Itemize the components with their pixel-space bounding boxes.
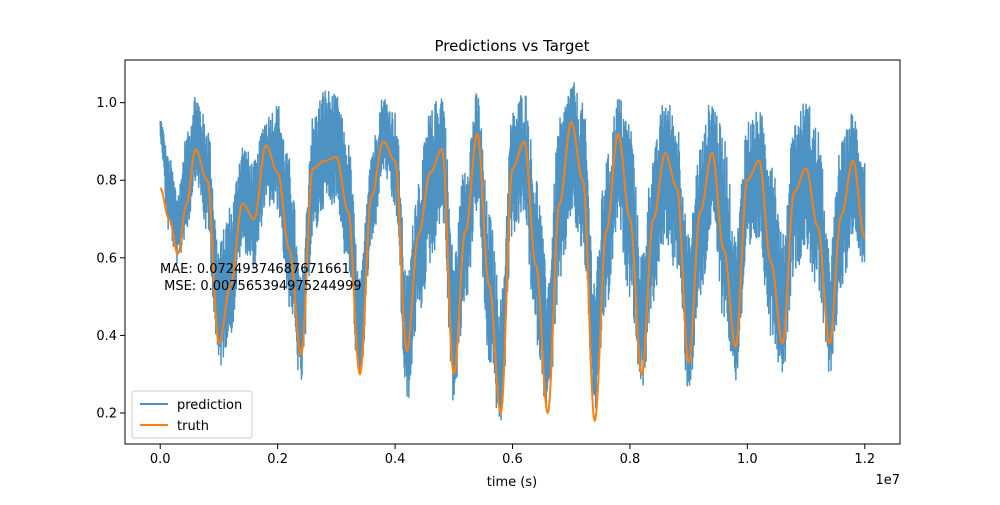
legend-box (131, 390, 253, 439)
x-offset-label: 1e7 (875, 473, 900, 488)
series-prediction-line (159, 82, 866, 421)
legend-label-prediction: prediction (177, 398, 242, 413)
y-tick-label: 0.2 (96, 406, 117, 421)
series-layer (159, 82, 866, 422)
x-tick-label: 0.4 (385, 452, 406, 467)
y-tick-label: 0.8 (96, 174, 117, 189)
x-axis: 0.0 0.2 0.4 0.6 0.8 1.0 1.2 (150, 444, 875, 467)
y-tick-label: 0.4 (96, 329, 117, 344)
mae-annotation: MAE: 0.07249374687671661 (160, 262, 350, 277)
legend-label-truth: truth (177, 419, 209, 434)
x-tick-label: 0.0 (150, 452, 171, 467)
y-tick-label: 1.0 (96, 96, 117, 111)
x-tick-label: 0.2 (267, 452, 288, 467)
mse-annotation: MSE: 0.007565394975244999 (160, 279, 362, 294)
x-axis-label: time (s) (487, 475, 537, 490)
y-axis: 0.2 0.4 0.6 0.8 1.0 (96, 96, 125, 421)
legend: prediction truth (131, 390, 253, 439)
x-tick-label: 1.0 (737, 452, 758, 467)
x-tick-label: 0.6 (502, 452, 523, 467)
plot-area (159, 82, 866, 422)
series-truth-line (159, 121, 866, 422)
chart-title: Predictions vs Target (435, 37, 590, 55)
x-tick-label: 1.2 (854, 452, 875, 467)
y-tick-label: 0.6 (96, 251, 117, 266)
x-tick-label: 0.8 (620, 452, 641, 467)
